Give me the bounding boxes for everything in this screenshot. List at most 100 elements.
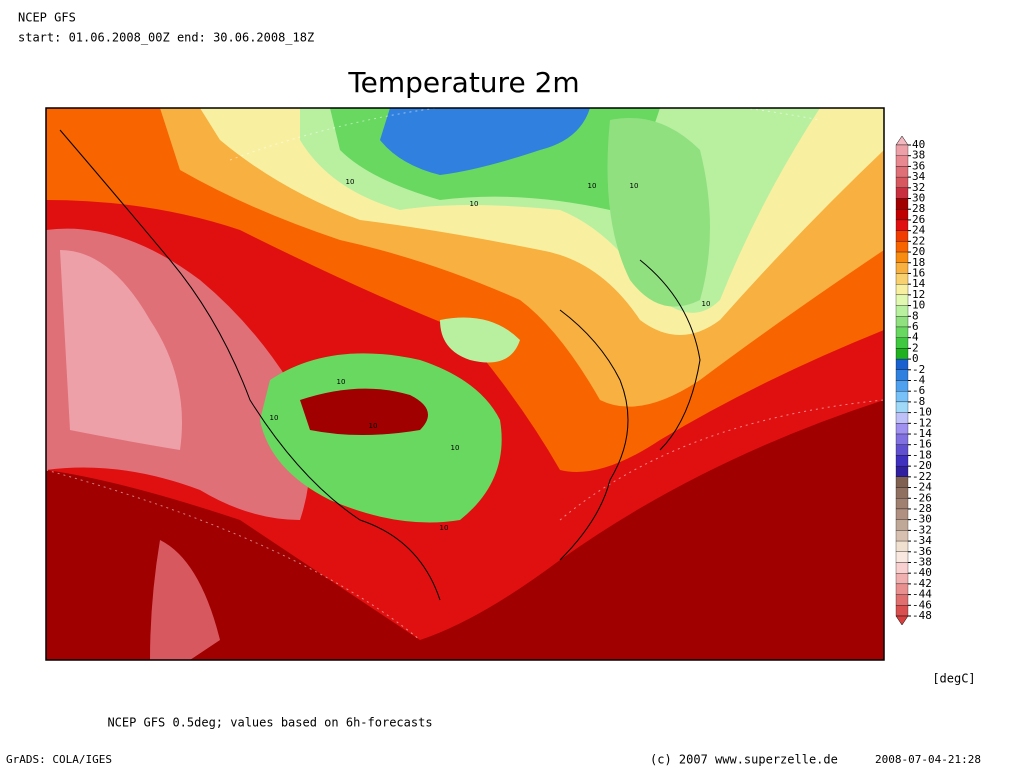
colorbar-label: -42 <box>912 577 932 590</box>
colorbar-swatch <box>895 455 909 467</box>
colorbar-label: 8 <box>912 309 919 322</box>
colorbar-swatch <box>895 498 909 510</box>
colorbar-label: -4 <box>912 374 926 387</box>
colorbar-swatch <box>895 358 909 370</box>
contour-label: 10 <box>588 182 597 190</box>
timestamp: 2008-07-04-21:28 <box>875 753 981 766</box>
colorbar-label: -8 <box>912 395 925 408</box>
colorbar-swatch <box>895 337 909 349</box>
period-label: start: 01.06.2008_00Z end: 30.06.2008_18… <box>18 31 314 45</box>
colorbar-swatch <box>895 155 909 167</box>
contour-label: 10 <box>440 524 449 532</box>
map: 10 10 10 10 10 10 10 10 10 10 <box>45 107 885 661</box>
unit-label: [degC] <box>932 672 975 686</box>
colorbar-label: -12 <box>912 416 932 429</box>
colorbar-label: -18 <box>912 448 932 461</box>
colorbar-swatch <box>895 176 909 188</box>
colorbar-swatch <box>895 209 909 221</box>
colorbar-swatch <box>895 412 909 424</box>
colorbar-label: 38 <box>912 149 925 162</box>
footnote: NCEP GFS 0.5deg; values based on 6h-fore… <box>107 716 432 730</box>
colorbar-swatch <box>895 583 909 595</box>
model-label: NCEP GFS <box>18 11 76 25</box>
colorbar-swatch <box>895 273 909 285</box>
colorbar-label: -16 <box>912 438 932 451</box>
colorbar-label: -24 <box>912 481 932 494</box>
colorbar-label: -40 <box>912 566 932 579</box>
colorbar-label: -26 <box>912 491 932 504</box>
colorbar-swatch <box>895 551 909 563</box>
colorbar-label: 26 <box>912 213 925 226</box>
colorbar-label: 14 <box>912 277 926 290</box>
colorbar-label: 34 <box>912 170 926 183</box>
colorbar-swatch <box>895 605 909 617</box>
colorbar-label: -36 <box>912 545 932 558</box>
colorbar-swatch <box>895 198 909 210</box>
colorbar-swatch <box>895 530 909 542</box>
software-credit: GrADS: COLA/IGES <box>6 753 112 766</box>
colorbar-swatch <box>895 262 909 274</box>
colorbar-label: -46 <box>912 598 932 611</box>
colorbar-label: -6 <box>912 384 925 397</box>
colorbar-swatch <box>895 294 909 306</box>
colorbar-label: 10 <box>912 299 925 312</box>
colorbar-label: -28 <box>912 502 932 515</box>
colorbar-label: -2 <box>912 363 925 376</box>
colorbar-label: 22 <box>912 234 925 247</box>
colorbar-swatch <box>895 391 909 403</box>
colorbar-swatch <box>895 433 909 445</box>
copyright: (c) 2007 www.superzelle.de <box>650 753 838 767</box>
colorbar-label: -22 <box>912 470 932 483</box>
colorbar-swatch <box>895 540 909 552</box>
colorbar-swatch <box>895 369 909 381</box>
title: Temperature 2m <box>347 66 579 99</box>
colorbar-label: 20 <box>912 245 925 258</box>
colorbar-label: 0 <box>912 352 919 365</box>
colorbar-label: -44 <box>912 588 932 601</box>
colorbar-swatch <box>895 348 909 360</box>
colorbar-swatch <box>895 326 909 338</box>
colorbar-swatch <box>895 144 909 156</box>
colorbar-label: 18 <box>912 256 925 269</box>
colorbar-swatch <box>895 562 909 574</box>
colorbar-label: -48 <box>912 609 932 622</box>
colorbar-label: 24 <box>912 224 926 237</box>
colorbar-swatch <box>895 316 909 328</box>
colorbar-label: -32 <box>912 523 932 536</box>
contour-label: 10 <box>337 378 346 386</box>
contour-label: 10 <box>630 182 639 190</box>
colorbar-swatch <box>895 219 909 231</box>
contour-label: 10 <box>702 300 711 308</box>
contour-label: 10 <box>470 200 479 208</box>
colorbar-end <box>895 135 909 146</box>
colorbar-swatch <box>895 465 909 477</box>
colorbar-label: 4 <box>912 331 919 344</box>
colorbar-swatch <box>895 241 909 253</box>
colorbar-label: 6 <box>912 320 919 333</box>
colorbar-label: -10 <box>912 406 932 419</box>
colorbar-label: 32 <box>912 181 925 194</box>
colorbar-swatch <box>895 230 909 242</box>
colorbar-swatch <box>895 573 909 585</box>
colorbar-label: 40 <box>912 138 925 151</box>
colorbar-label: 16 <box>912 266 925 279</box>
colorbar-swatch <box>895 187 909 199</box>
colorbar-label: -20 <box>912 459 932 472</box>
colorbar-label: 36 <box>912 159 925 172</box>
colorbar-swatch <box>895 423 909 435</box>
colorbar-swatch <box>895 284 909 296</box>
colorbar-label: -38 <box>912 555 932 568</box>
contour-label: 10 <box>369 422 378 430</box>
colorbar-swatch <box>895 380 909 392</box>
colorbar-swatch <box>895 251 909 263</box>
colorbar-swatch <box>895 444 909 456</box>
colorbar-label: -34 <box>912 534 932 547</box>
contour-label: 10 <box>270 414 279 422</box>
colorbar-swatch <box>895 519 909 531</box>
colorbar-label: 28 <box>912 202 925 215</box>
colorbar-swatch <box>895 594 909 606</box>
colorbar-label: 30 <box>912 192 925 205</box>
colorbar-label: -30 <box>912 513 932 526</box>
colorbar-swatch <box>895 508 909 520</box>
